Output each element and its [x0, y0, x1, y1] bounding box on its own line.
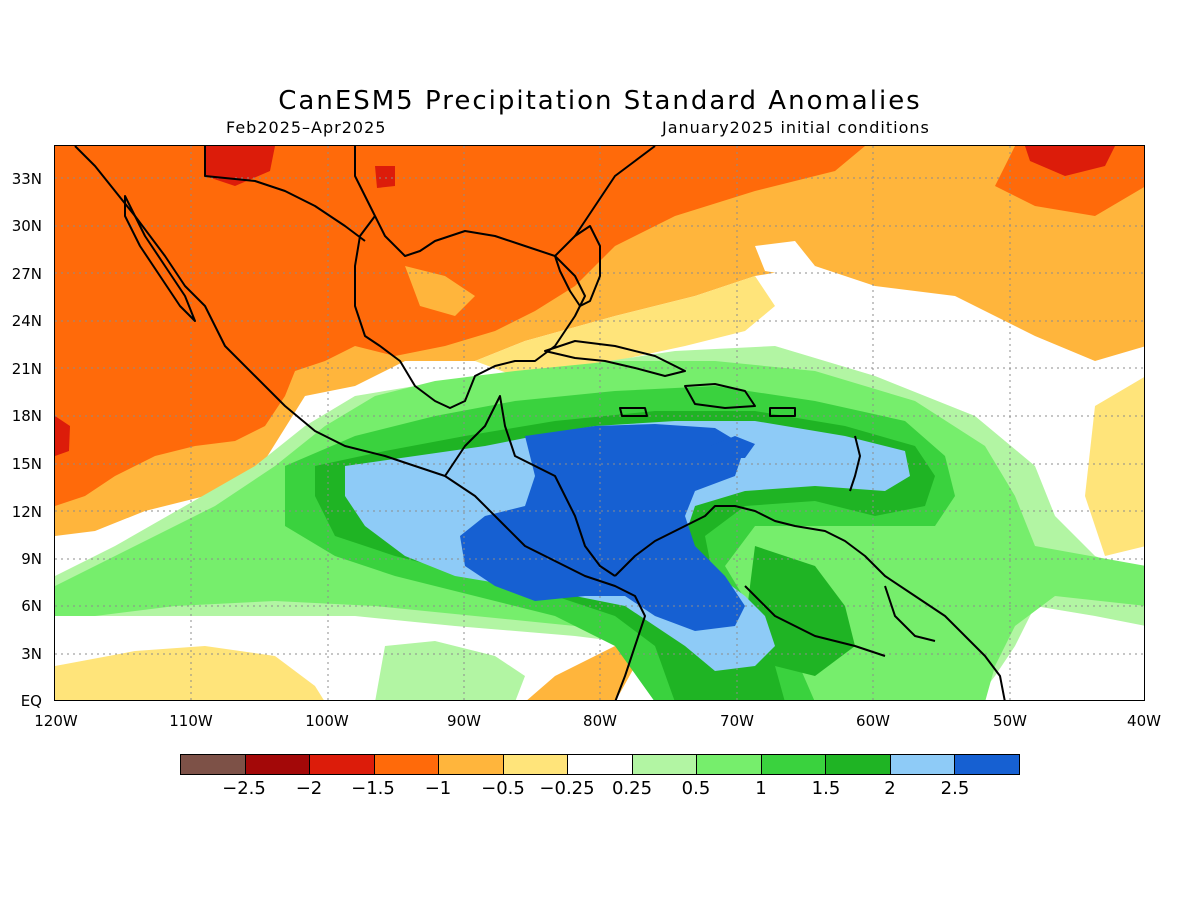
dry-region-north	[55, 146, 865, 506]
colorbar-label: 0.25	[611, 778, 653, 799]
wet-region-north-neutral-gap	[755, 241, 815, 276]
lon-label-100w: 100W	[305, 712, 349, 730]
dry-region-strong-1	[1025, 146, 1115, 176]
lon-label-80w: 80W	[583, 712, 617, 730]
lon-label-70w: 70W	[720, 712, 754, 730]
dry-region-south-weak	[55, 646, 324, 700]
lat-label-3n: 3N	[21, 645, 42, 663]
lat-label-eq: EQ	[20, 692, 42, 710]
lon-label-120w: 120W	[34, 712, 78, 730]
border-guianas	[884, 585, 936, 642]
lon-label-40w: 40W	[1127, 712, 1161, 730]
colorbar-swatch	[503, 755, 569, 774]
colorbar-label: −2.5	[222, 778, 266, 799]
coastline-central-america-caribbean	[444, 395, 616, 577]
coastline-gulf-of-mexico	[354, 146, 586, 409]
colorbar-label: −1.5	[351, 778, 395, 799]
border-us-mexico	[204, 146, 366, 242]
colorbar-swatch	[310, 755, 375, 774]
colorbar-label: 0.5	[681, 778, 711, 799]
dry-region-gulf-pocket	[405, 266, 475, 316]
dry-region-northeast	[995, 146, 1144, 216]
lat-label-21n: 21N	[11, 360, 42, 378]
anomaly-map	[54, 145, 1145, 701]
coastline-florida	[554, 225, 601, 307]
dry-region-colombia-pacific	[527, 641, 635, 700]
coastline-baja-california	[124, 195, 196, 322]
coastline-us-east	[574, 146, 656, 237]
wet-region-pacific-weak	[375, 641, 525, 700]
colorbar-label: 1.5	[811, 778, 841, 799]
grid-lines	[55, 146, 1144, 700]
lon-label-60w: 60W	[856, 712, 890, 730]
colorbar-label: −0.5	[481, 778, 525, 799]
coastline-jamaica	[619, 407, 648, 417]
lon-label-110w: 110W	[169, 712, 213, 730]
coastline-lesser-antilles	[849, 435, 861, 492]
colorbar-label: 2.5	[940, 778, 970, 799]
colorbar-swatch	[374, 755, 440, 774]
colorbar-swatch	[890, 755, 956, 774]
map-title: CanESM5 Precipitation Standard Anomalies	[278, 86, 922, 116]
colorbar-swatch	[826, 755, 891, 774]
colorbar-swatch	[245, 755, 311, 774]
colorbar-swatch	[181, 755, 246, 774]
colorbar-swatch	[761, 755, 827, 774]
dry-region-strong-3	[375, 166, 395, 188]
colorbar	[180, 754, 1020, 775]
colorbar-label: 1	[755, 778, 767, 799]
lat-label-33n: 33N	[11, 170, 42, 188]
colorbar-swatch	[955, 755, 1019, 774]
coastline-hispaniola	[684, 383, 756, 409]
dry-region-strong-2	[205, 146, 275, 186]
colorbar-label: −1	[424, 778, 452, 799]
lat-label-12n: 12N	[11, 503, 42, 521]
lat-label-27n: 27N	[11, 265, 42, 283]
wet-region-extreme	[460, 424, 745, 631]
lat-label-15n: 15N	[11, 455, 42, 473]
forecast-period: Feb2025–Apr2025	[226, 118, 387, 137]
wet-region-extreme-small	[710, 436, 755, 458]
coastline-cuba	[544, 340, 686, 377]
coastline-north-america-pacific	[74, 146, 646, 700]
anomaly-map-canvas	[55, 146, 1144, 700]
colorbar-swatch	[697, 755, 762, 774]
colorbar-label: 2	[884, 778, 896, 799]
dry-region-strong-4	[55, 416, 70, 456]
colorbar-label: −2	[295, 778, 323, 799]
lat-label-18n: 18N	[11, 407, 42, 425]
lon-label-90w: 90W	[447, 712, 481, 730]
colorbar-swatch	[568, 755, 633, 774]
lat-label-6n: 6N	[21, 597, 42, 615]
colorbar-label: −0.25	[539, 778, 595, 799]
lon-label-50w: 50W	[993, 712, 1027, 730]
coastline-puerto-rico	[769, 407, 796, 417]
lat-label-24n: 24N	[11, 312, 42, 330]
border-venezuela-brazil	[744, 585, 886, 657]
lat-label-9n: 9N	[21, 550, 42, 568]
coastline-south-america-north	[614, 505, 1006, 700]
lat-label-30n: 30N	[11, 217, 42, 235]
coastlines	[74, 146, 1006, 700]
initial-conditions: January2025 initial conditions	[662, 118, 930, 137]
colorbar-swatch	[439, 755, 504, 774]
colorbar-swatch	[632, 755, 698, 774]
